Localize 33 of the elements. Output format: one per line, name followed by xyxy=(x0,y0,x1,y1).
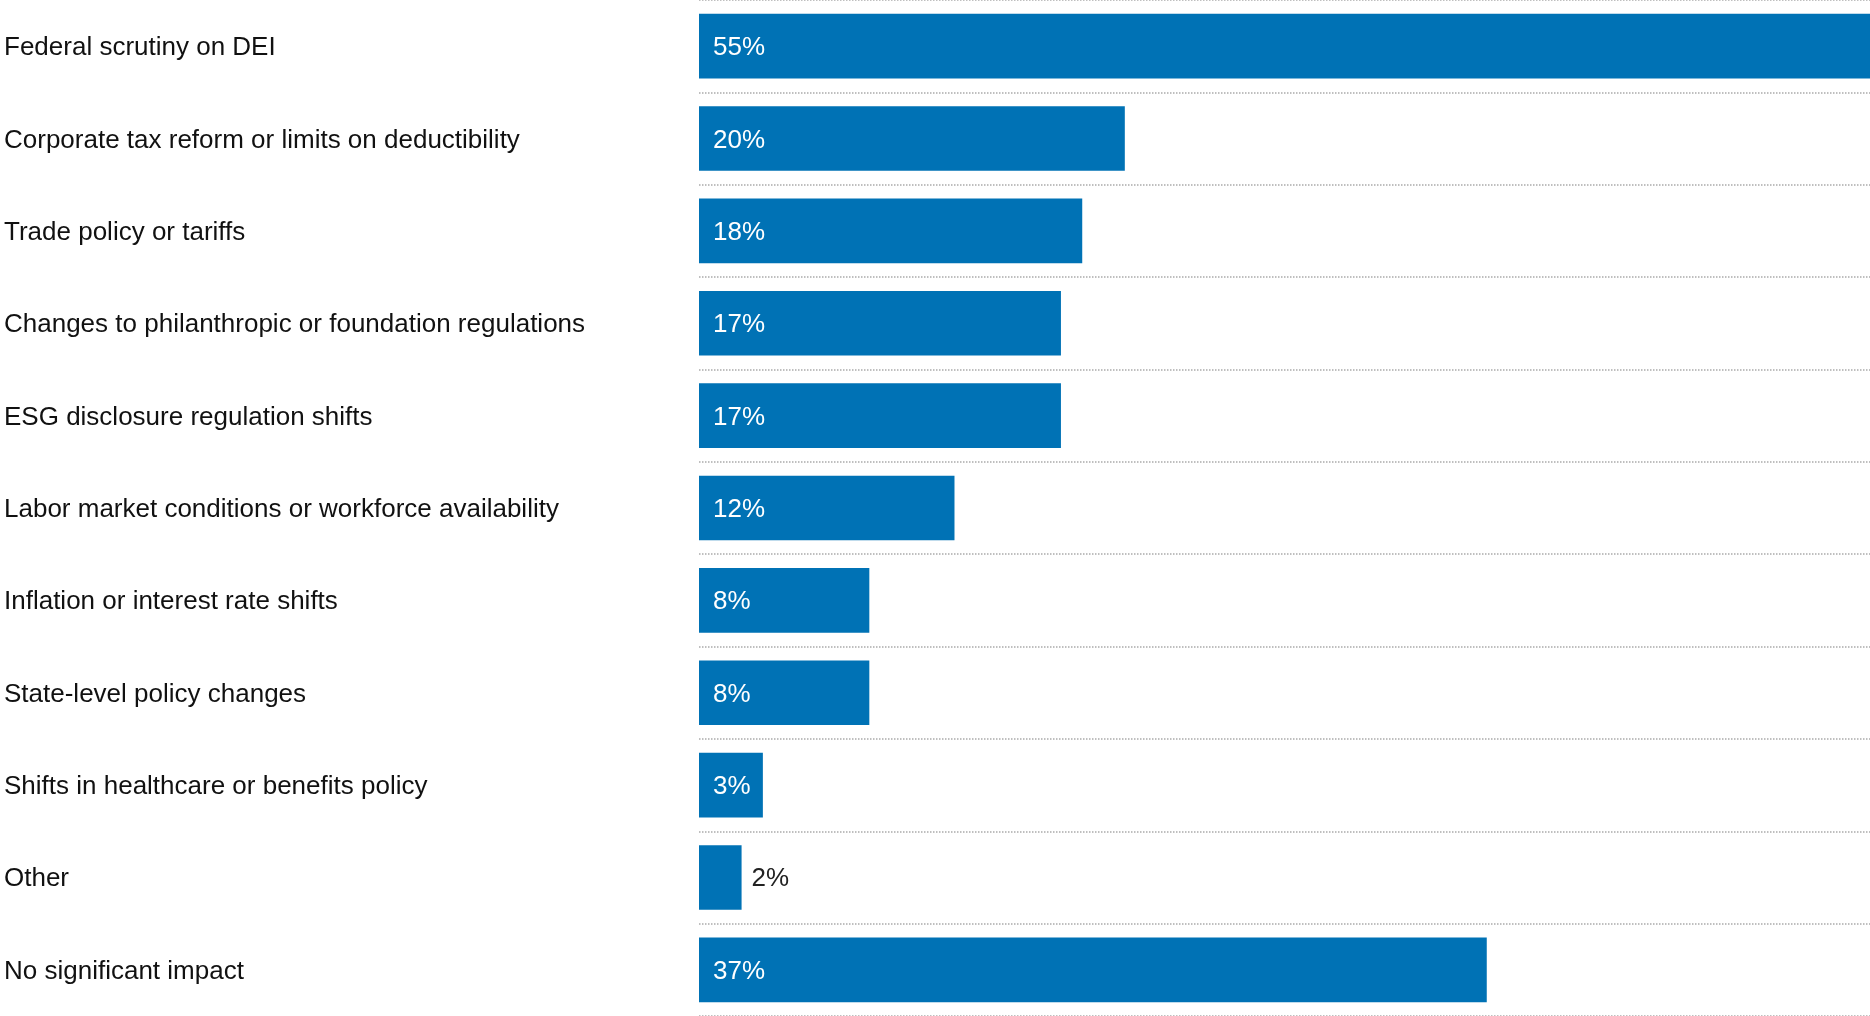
data-label: 20% xyxy=(713,123,766,154)
y-tick-label: Shifts in healthcare or benefits policy xyxy=(4,770,428,801)
y-tick-label: Changes to philanthropic or foundation regulations xyxy=(4,308,586,339)
y-tick-label: Other xyxy=(4,862,70,893)
bar xyxy=(699,752,763,818)
bar xyxy=(699,568,870,633)
bar xyxy=(699,383,1061,448)
bar xyxy=(699,845,742,910)
y-tick-label: Inflation or interest rate shifts xyxy=(4,585,338,616)
bar xyxy=(699,198,1083,264)
y-tick-label: Trade policy or tariffs xyxy=(4,215,246,246)
y-tick-label: Corporate tax reform or limits on deductibility xyxy=(4,123,520,154)
y-tick-label: State-level policy changes xyxy=(4,677,307,708)
data-label: 3% xyxy=(713,770,751,801)
data-label: 18% xyxy=(713,215,766,246)
bar xyxy=(699,937,1487,1003)
data-label: 17% xyxy=(713,308,766,339)
y-tick-label: Labor market conditions or workforce availability xyxy=(4,493,559,523)
bar xyxy=(699,106,1125,171)
data-label: 17% xyxy=(713,400,766,431)
data-label: 37% xyxy=(713,954,766,985)
y-tick-label: Federal scrutiny on DEI xyxy=(4,31,276,62)
bar xyxy=(699,660,870,726)
bar xyxy=(699,475,955,541)
data-label: 8% xyxy=(713,585,751,616)
data-label: 2% xyxy=(751,862,790,893)
bar xyxy=(699,13,1870,79)
data-label: 8% xyxy=(713,677,751,708)
data-label: 12% xyxy=(713,493,766,523)
y-tick-label: No significant impact xyxy=(4,954,245,985)
y-tick-label: ESG disclosure regulation shifts xyxy=(4,400,373,431)
data-label: 55% xyxy=(713,31,766,62)
bar xyxy=(699,290,1061,356)
